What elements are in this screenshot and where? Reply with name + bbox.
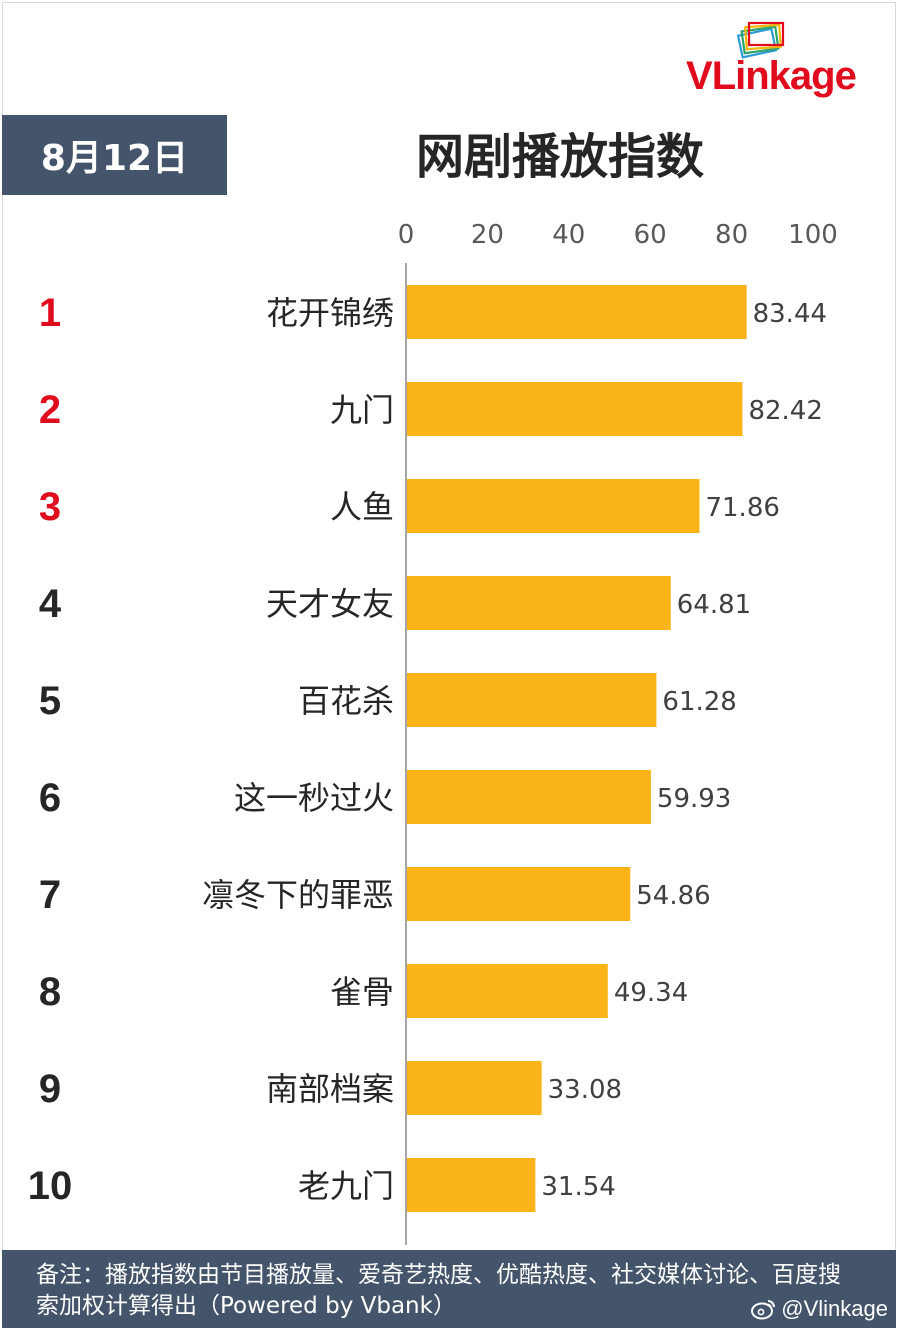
bar-chart: 0 20 40 60 80 10083.44花开锦绣182.42九门271.86人鱼364…: [28, 220, 838, 1245]
weibo-icon: [751, 1300, 776, 1320]
rank-number: 5: [39, 679, 61, 723]
category-label: 天才女友: [266, 585, 394, 623]
rank-number: 10: [28, 1164, 73, 1208]
category-label: 九门: [330, 391, 394, 429]
bar: [407, 1158, 536, 1212]
footer-band: 备注：播放指数由节目播放量、爱奇艺热度、优酷热度、社交媒体讨论、百度搜索加权计算…: [2, 1250, 896, 1328]
bar: [407, 576, 671, 630]
data-label: 31.54: [541, 1172, 615, 1202]
chart-title: 网剧播放指数: [415, 129, 704, 185]
bar: [407, 285, 747, 339]
data-label: 33.08: [548, 1075, 622, 1105]
bar: [407, 1061, 542, 1115]
bar: [407, 382, 743, 436]
x-tick-label: 0: [398, 220, 415, 250]
category-label: 南部档案: [266, 1070, 394, 1108]
category-label: 凛冬下的罪恶: [202, 876, 394, 914]
x-tick-label: 100: [788, 220, 838, 250]
bar: [407, 770, 651, 824]
category-label: 百花杀: [298, 682, 394, 720]
rank-number: 8: [39, 970, 61, 1014]
x-tick-label: 80: [715, 220, 748, 250]
category-label: 花开锦绣: [266, 294, 394, 332]
category-label: 这一秒过火: [234, 779, 394, 817]
rank-number: 7: [39, 873, 61, 917]
rank-number: 9: [39, 1067, 61, 1111]
category-label: 老九门: [298, 1167, 394, 1205]
rank-number: 6: [39, 776, 61, 820]
vlinkage-logo: VLinkage: [686, 18, 892, 98]
data-label: 71.86: [705, 493, 779, 523]
data-label: 82.42: [748, 396, 822, 426]
data-label: 54.86: [636, 881, 710, 911]
footer-note: 备注：播放指数由节目播放量、爱奇艺热度、优酷热度、社交媒体讨论、百度搜索加权计算…: [36, 1262, 841, 1319]
date-badge: 8月12日: [2, 115, 227, 195]
rank-number: 3: [39, 485, 61, 529]
bar: [407, 964, 608, 1018]
bar: [407, 479, 700, 533]
data-label: 49.34: [614, 978, 688, 1008]
category-label: 人鱼: [330, 488, 394, 526]
data-label: 64.81: [677, 590, 751, 620]
x-tick-label: 60: [634, 220, 667, 250]
weibo-handle: @Vlinkage: [781, 1296, 888, 1321]
bar: [407, 867, 631, 921]
data-label: 59.93: [657, 784, 731, 814]
weibo-watermark: @Vlinkage: [751, 1296, 888, 1322]
rank-number: 1: [39, 291, 61, 335]
data-label: 83.44: [753, 299, 827, 329]
x-tick-label: 20: [471, 220, 504, 250]
logo-wordmark: VLinkage: [686, 54, 857, 98]
rank-number: 4: [39, 582, 62, 626]
data-label: 61.28: [662, 687, 736, 717]
x-tick-label: 40: [552, 220, 585, 250]
rank-number: 2: [39, 388, 61, 432]
bar: [407, 673, 657, 727]
category-label: 雀骨: [330, 973, 394, 1011]
stacked-cards-icon: [736, 21, 785, 59]
